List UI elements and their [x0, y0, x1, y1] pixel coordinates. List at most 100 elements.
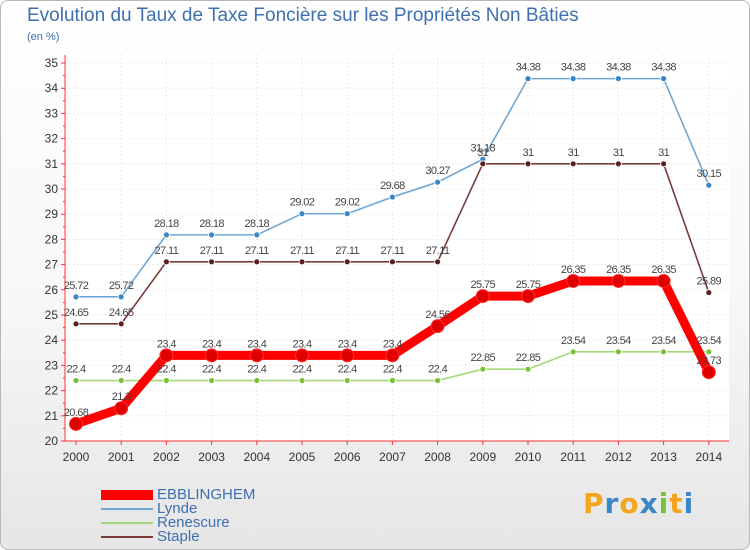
- legend-label-renescure: Renescure: [157, 514, 230, 531]
- data-point-staple: [524, 160, 532, 168]
- data-point-ebblinghem: [295, 348, 309, 363]
- legend-swatch-lynde: [101, 508, 153, 510]
- legend-label-lynde: Lynde: [157, 500, 198, 517]
- data-point-renescure: [615, 348, 622, 356]
- y-axis-unit: (en %): [27, 31, 60, 43]
- legend-swatch-staple: [101, 536, 153, 538]
- y-tick-label: 21: [45, 409, 59, 423]
- x-tick-label: 2001: [108, 450, 135, 464]
- data-label-lynde: 34.38: [651, 62, 676, 74]
- data-point-staple: [615, 160, 622, 168]
- y-tick-label: 25: [45, 308, 59, 322]
- data-point-lynde: [117, 293, 125, 301]
- data-label-staple: 27.11: [290, 245, 314, 257]
- data-label-staple: 31: [568, 147, 580, 159]
- data-label-lynde: 31.18: [471, 142, 496, 154]
- data-point-renescure: [72, 377, 80, 384]
- x-tick-label: 2002: [153, 450, 180, 464]
- data-label-lynde: 29.02: [290, 197, 315, 209]
- y-tick-label: 22: [45, 384, 59, 398]
- data-label-lynde: 30.15: [697, 168, 722, 180]
- logo-letter: t: [669, 487, 684, 520]
- legend-swatch-ebblinghem: [101, 490, 153, 500]
- data-label-ebblinghem: 23.4: [338, 338, 357, 350]
- data-point-staple: [72, 320, 80, 328]
- data-point-renescure: [479, 365, 487, 373]
- logo-letter: i: [658, 487, 670, 520]
- data-label-renescure: 23.54: [697, 335, 722, 347]
- data-point-ebblinghem: [521, 289, 535, 304]
- data-point-staple: [253, 258, 261, 266]
- x-tick-label: 2008: [424, 450, 451, 464]
- data-point-ebblinghem: [475, 289, 490, 304]
- data-point-lynde: [660, 75, 667, 83]
- y-tick-label: 26: [45, 283, 59, 297]
- data-point-renescure: [388, 377, 396, 384]
- data-point-ebblinghem: [611, 273, 626, 288]
- data-label-lynde: 28.18: [154, 218, 179, 230]
- data-point-staple: [479, 160, 487, 168]
- data-point-lynde: [208, 231, 216, 239]
- data-point-ebblinghem: [430, 319, 445, 334]
- chart-title: Evolution du Taux de Taxe Foncière sur l…: [27, 5, 579, 26]
- y-tick-label: 23: [45, 358, 59, 372]
- data-label-ebblinghem: 23.4: [157, 338, 176, 350]
- data-point-renescure: [569, 348, 577, 356]
- data-label-renescure: 22.4: [292, 364, 311, 376]
- x-tick-label: 2009: [469, 450, 496, 464]
- data-point-renescure: [208, 377, 216, 384]
- logo-letter: r: [604, 487, 620, 520]
- data-point-lynde: [569, 75, 577, 83]
- data-label-lynde: 30.27: [425, 165, 450, 177]
- data-label-staple: 31: [522, 147, 534, 159]
- data-label-staple: 27.11: [245, 245, 269, 257]
- data-point-ebblinghem: [566, 273, 581, 288]
- data-label-renescure: 22.4: [247, 364, 266, 376]
- data-point-ebblinghem: [701, 365, 716, 380]
- y-tick-label: 33: [45, 106, 59, 120]
- data-label-lynde: 28.18: [245, 218, 270, 230]
- data-point-lynde: [524, 75, 532, 83]
- y-tick-label: 29: [45, 207, 59, 221]
- data-label-staple: 27.11: [335, 245, 359, 257]
- data-label-staple: 27.11: [155, 245, 179, 257]
- data-label-renescure: 22.4: [157, 364, 176, 376]
- x-tick-label: 2003: [198, 450, 225, 464]
- y-tick-label: 20: [45, 434, 59, 448]
- data-point-ebblinghem: [249, 348, 264, 363]
- x-tick-label: 2010: [515, 450, 542, 464]
- data-point-ebblinghem: [159, 348, 174, 363]
- x-tick-label: 2011: [560, 450, 586, 464]
- y-tick-label: 27: [45, 258, 59, 272]
- data-point-lynde: [162, 231, 170, 239]
- y-tick-label: 34: [45, 81, 59, 95]
- logo-letter: o: [619, 487, 640, 520]
- data-point-staple: [298, 258, 306, 266]
- data-point-staple: [208, 258, 216, 266]
- data-label-staple: 31: [613, 147, 625, 159]
- data-label-renescure: 22.4: [112, 364, 131, 376]
- data-label-renescure: 22.4: [66, 364, 85, 376]
- x-tick-label: 2007: [379, 450, 406, 464]
- data-label-staple: 24.65: [109, 307, 134, 319]
- data-point-ebblinghem: [656, 273, 671, 288]
- data-label-staple: 31: [477, 147, 489, 159]
- data-point-staple: [434, 258, 442, 266]
- data-point-staple: [660, 160, 667, 168]
- data-label-lynde: 34.38: [561, 62, 586, 74]
- data-point-renescure: [298, 377, 306, 384]
- data-label-lynde: 25.72: [64, 280, 89, 292]
- data-label-staple: 24.65: [64, 307, 89, 319]
- data-point-lynde: [343, 210, 351, 218]
- data-label-ebblinghem: 23.4: [383, 338, 402, 350]
- data-label-renescure: 22.85: [516, 352, 541, 364]
- data-point-renescure: [434, 377, 442, 384]
- data-label-staple: 25.89: [697, 276, 722, 288]
- legend-label-ebblinghem: EBBLINGHEM: [157, 486, 256, 503]
- data-point-staple: [705, 289, 713, 296]
- data-label-renescure: 22.4: [428, 364, 447, 376]
- x-tick-label: 2004: [243, 450, 270, 464]
- y-tick-label: 32: [45, 132, 59, 146]
- data-point-renescure: [524, 365, 532, 373]
- data-label-renescure: 22.4: [202, 364, 221, 376]
